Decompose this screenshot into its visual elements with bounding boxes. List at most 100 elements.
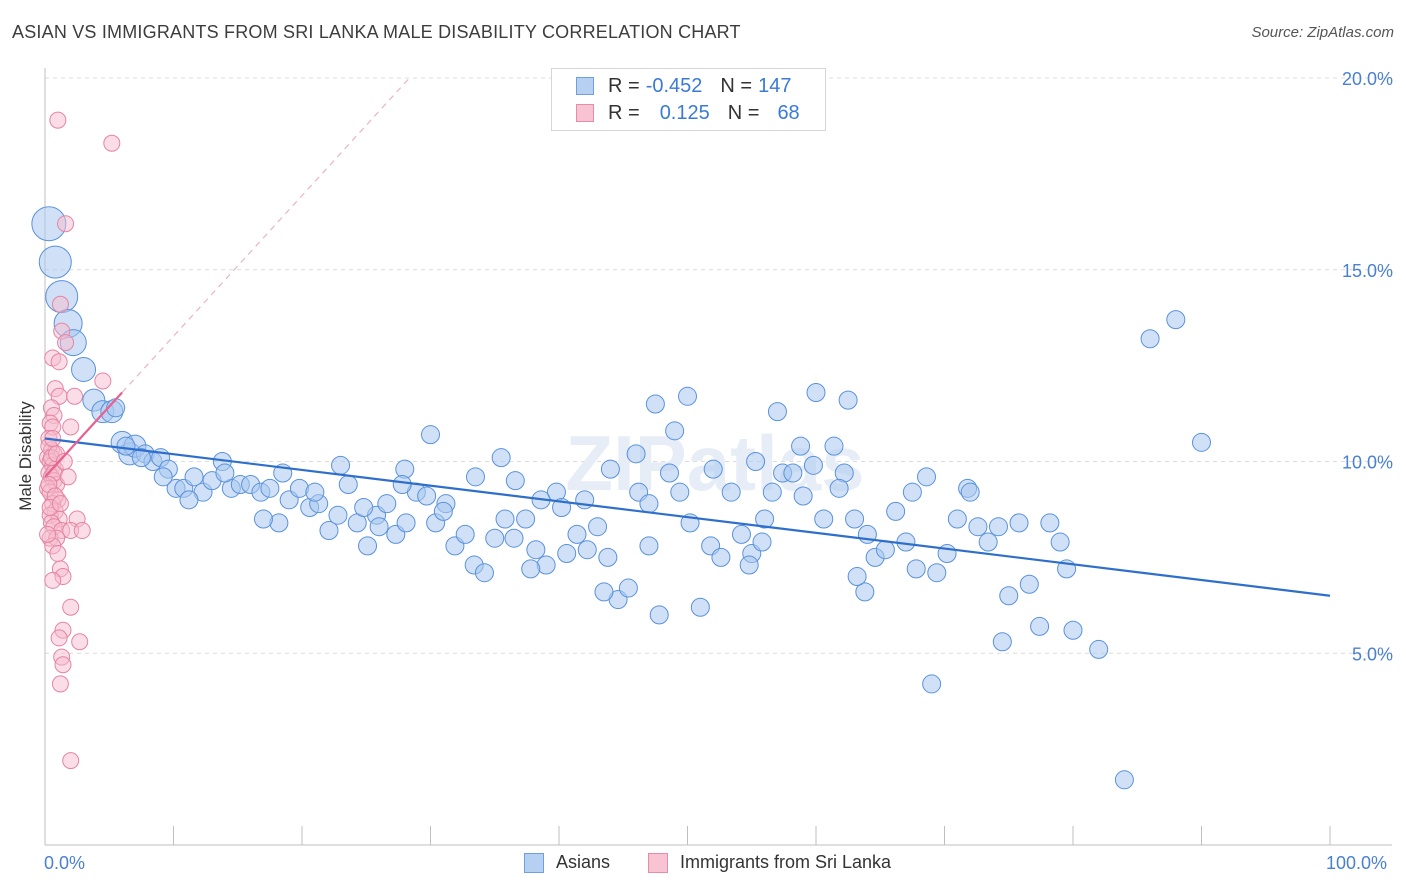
asian-point xyxy=(358,536,378,556)
asian-point xyxy=(577,540,597,560)
y-tick-label: 20.0% xyxy=(1342,69,1393,89)
asian-point xyxy=(755,509,775,529)
asian-point xyxy=(417,486,437,506)
source-label: Source: ZipAtlas.com xyxy=(1251,24,1394,41)
asian-point xyxy=(1089,639,1109,659)
srilanka-point xyxy=(49,111,67,129)
srilanka-point xyxy=(50,629,68,647)
asian-point xyxy=(988,517,1008,537)
srilanka-point xyxy=(51,675,69,693)
legend-row-asian: R = -0.452 N = 147 xyxy=(576,73,791,99)
asian-point xyxy=(739,555,759,575)
asian-point xyxy=(1019,574,1039,594)
y-tick-labels: 5.0% 10.0% 15.0% 20.0% xyxy=(1342,69,1393,664)
srilanka-trend-line xyxy=(44,391,123,478)
y-tick-label: 15.0% xyxy=(1342,261,1393,281)
asian-point xyxy=(1192,432,1211,452)
asian-point xyxy=(526,540,546,560)
bottom-legend-swatch-asian xyxy=(524,852,544,873)
asian-point xyxy=(875,540,895,560)
srilanka-point xyxy=(54,656,72,674)
x-tick-min: 0.0% xyxy=(44,853,86,873)
srilanka-point xyxy=(62,598,80,616)
srilanka-point xyxy=(59,468,77,486)
asian-point xyxy=(354,498,374,518)
asian-point xyxy=(504,528,524,548)
srilanka-point xyxy=(66,387,84,405)
asian-trend-line xyxy=(44,437,1331,597)
asian-point xyxy=(845,509,865,529)
asian-point xyxy=(711,547,731,567)
srilanka-point xyxy=(39,525,57,543)
asian-point xyxy=(665,421,685,441)
asian-point xyxy=(1040,513,1060,533)
asian-point xyxy=(731,524,751,544)
asian-point xyxy=(992,632,1012,652)
srilanka-point xyxy=(49,545,67,563)
legend-n-label: N = xyxy=(720,74,753,97)
asian-point xyxy=(1063,620,1083,640)
srilanka-point xyxy=(62,752,80,770)
asian-point xyxy=(847,567,867,587)
asian-point xyxy=(814,509,834,529)
bottom-legend-swatch-srilanka xyxy=(648,852,668,873)
asian-point xyxy=(1030,616,1050,636)
asian-point xyxy=(505,471,525,491)
asian-point xyxy=(179,490,199,510)
asian-point xyxy=(455,524,475,544)
asian-point xyxy=(369,517,389,537)
bottom-legend-label-srilanka: Immigrants from Sri Lanka xyxy=(680,852,892,872)
y-axis-label: Male Disability xyxy=(16,401,35,511)
asian-point xyxy=(392,475,412,495)
srilanka-point xyxy=(94,372,112,390)
asian-point xyxy=(855,582,875,602)
asian-point xyxy=(678,386,697,406)
asian-point xyxy=(690,597,710,617)
asian-point xyxy=(886,501,906,521)
y-tick-label: 5.0% xyxy=(1352,644,1393,664)
asian-point xyxy=(922,674,942,694)
asian-point xyxy=(465,467,485,487)
legend-n-value: 147 xyxy=(758,74,792,97)
asian-point xyxy=(521,559,541,579)
asian-point xyxy=(906,559,926,579)
asian-point xyxy=(639,494,659,514)
asian-point xyxy=(567,524,587,544)
stats-legend: R = -0.452 N = 147 R = 0.125 N = 68 xyxy=(551,68,826,131)
asian-point xyxy=(618,578,638,598)
asian-point xyxy=(968,517,988,537)
trend-lines xyxy=(44,391,1331,597)
legend-swatch-srilanka xyxy=(576,104,594,122)
srilanka-point xyxy=(103,134,121,152)
asian-point xyxy=(793,486,813,506)
asian-point xyxy=(639,536,659,556)
asian-point xyxy=(746,452,766,471)
asian-point xyxy=(338,475,358,495)
asian-point xyxy=(762,482,782,502)
asian-point xyxy=(305,482,325,502)
legend-n-value: 68 xyxy=(777,101,800,124)
srilanka-points xyxy=(39,111,121,770)
asian-point xyxy=(806,382,826,402)
asian-point xyxy=(783,463,803,483)
asian-point xyxy=(917,467,937,487)
asian-point xyxy=(999,586,1019,606)
asian-point xyxy=(319,521,339,541)
legend-row-srilanka: R = 0.125 N = 68 xyxy=(576,100,800,126)
bottom-legend-srilanka: Immigrants from Sri Lanka xyxy=(648,852,891,873)
legend-r-label: R = xyxy=(608,74,640,97)
asian-point xyxy=(1050,532,1070,552)
asian-point xyxy=(38,245,72,279)
asian-point xyxy=(803,455,823,475)
legend-n-label: N = xyxy=(727,101,760,124)
asian-point xyxy=(433,501,453,521)
srilanka-point xyxy=(44,571,62,589)
asian-point xyxy=(1114,770,1134,790)
asian-point xyxy=(752,532,772,552)
asian-point xyxy=(703,459,723,479)
asian-point xyxy=(184,467,204,487)
asian-point xyxy=(491,448,511,468)
legend-r-value: 0.125 xyxy=(659,101,710,124)
asian-point xyxy=(824,436,844,456)
asian-point xyxy=(660,463,680,483)
